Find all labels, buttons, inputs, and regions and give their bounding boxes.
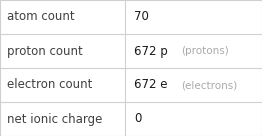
Text: 672 p: 672 p (134, 44, 168, 58)
Text: 0: 0 (134, 112, 142, 126)
Text: atom count: atom count (7, 10, 74, 24)
Text: net ionic charge: net ionic charge (7, 112, 102, 126)
Text: (electrons): (electrons) (181, 80, 237, 90)
Text: 672 e: 672 e (134, 78, 168, 92)
Text: (protons): (protons) (181, 46, 229, 56)
Text: proton count: proton count (7, 44, 82, 58)
Text: 70: 70 (134, 10, 149, 24)
Text: electron count: electron count (7, 78, 92, 92)
